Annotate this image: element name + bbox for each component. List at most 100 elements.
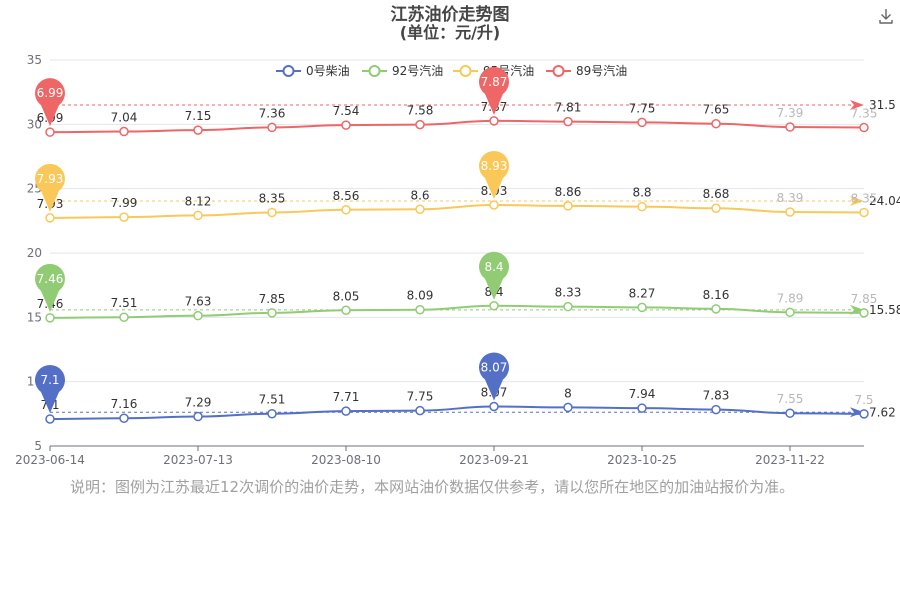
- series-path: [49, 119, 865, 134]
- data-point[interactable]: [193, 411, 203, 422]
- legend[interactable]: 0号柴油 92号汽油 95号汽油 89号汽油: [276, 63, 627, 78]
- data-point[interactable]: [711, 404, 721, 415]
- max-marker-pin: 7.87: [478, 66, 510, 115]
- data-point[interactable]: [859, 122, 869, 133]
- marker-pin-label: 8.07: [481, 360, 508, 374]
- legend-item[interactable]: 0号柴油: [276, 64, 350, 78]
- data-point[interactable]: [193, 210, 203, 221]
- data-point[interactable]: [267, 207, 277, 218]
- data-point[interactable]: [563, 402, 573, 413]
- y-tick-label: 35: [27, 53, 42, 67]
- legend-label: 89号汽油: [576, 63, 627, 78]
- x-tick-label: 2023-06-14: [15, 453, 85, 467]
- data-point[interactable]: [489, 116, 499, 126]
- marker-pin-shape: [479, 251, 510, 300]
- y-tick-label: 15: [27, 310, 42, 324]
- x-tick-label: 2023-10-25: [607, 453, 677, 467]
- data-point[interactable]: [415, 405, 425, 416]
- data-point[interactable]: [193, 310, 203, 321]
- data-label: 8.39: [777, 191, 804, 205]
- series-line: 7.62 7.1 7.16 7.29 7.51 7.71 7.75 8.07 8 7.94 7.83…: [35, 352, 896, 424]
- legend-marker: [282, 65, 295, 77]
- data-point[interactable]: [341, 406, 351, 416]
- data-label: 7.58: [407, 104, 434, 118]
- x-tick-label: 2023-08-10: [311, 453, 381, 467]
- data-point[interactable]: [859, 308, 869, 318]
- marker-pin-shape: [478, 66, 510, 115]
- data-label: 7.94: [629, 387, 656, 401]
- data-label: 7.39: [777, 106, 804, 120]
- marker-pin-label: 7.46: [37, 272, 64, 286]
- data-point[interactable]: [341, 205, 351, 215]
- series-line: 15.58 7.46 7.51 7.63 7.85 8.05 8.09 8.4 8.33 8.27…: [35, 251, 900, 323]
- legend-item[interactable]: 89号汽油: [546, 63, 627, 78]
- data-point[interactable]: [341, 120, 351, 130]
- x-tick-label: 2023-07-13: [163, 453, 233, 467]
- data-point[interactable]: [267, 122, 277, 133]
- y-tick-label: 30: [27, 117, 42, 131]
- y-tick-label: 5: [34, 439, 42, 453]
- data-point[interactable]: [193, 125, 203, 135]
- data-label: 7.85: [851, 292, 878, 306]
- series-area: 7.62 7.1 7.16 7.29 7.51 7.71 7.75 8.07 8 7.94 7.83…: [35, 66, 900, 424]
- data-point[interactable]: [563, 201, 573, 211]
- marker-pin-label: 6.99: [37, 86, 64, 100]
- data-point[interactable]: [637, 302, 647, 313]
- data-point[interactable]: [119, 212, 129, 222]
- data-point[interactable]: [119, 126, 129, 137]
- marker-pin-label: 7.93: [37, 172, 64, 186]
- data-point[interactable]: [785, 307, 795, 318]
- marker-pin-label: 8.93: [481, 159, 508, 173]
- data-point[interactable]: [415, 304, 425, 315]
- data-point[interactable]: [637, 117, 647, 128]
- data-point[interactable]: [637, 201, 647, 212]
- data-label: 8.09: [407, 289, 434, 303]
- data-point[interactable]: [785, 207, 795, 217]
- data-point[interactable]: [267, 408, 277, 419]
- data-point[interactable]: [489, 200, 499, 210]
- data-label: 8.12: [185, 194, 212, 208]
- legend-item[interactable]: 92号汽油: [362, 63, 443, 78]
- x-tick-label: 2023-09-21: [459, 453, 529, 467]
- marker-pin-shape: [35, 263, 65, 312]
- average-arrow: [850, 196, 864, 207]
- data-point[interactable]: [45, 414, 55, 424]
- data-point[interactable]: [563, 301, 573, 312]
- data-point[interactable]: [45, 313, 55, 323]
- data-point[interactable]: [711, 118, 721, 129]
- data-point[interactable]: [711, 203, 721, 213]
- marker-pin-label: 7.1: [40, 373, 59, 387]
- min-marker-pin: 7.1: [35, 364, 65, 413]
- max-marker-pin: 8.07: [479, 352, 510, 401]
- min-marker-pin: 7.93: [35, 163, 65, 212]
- series-path: [49, 405, 865, 420]
- data-label: 7.65: [703, 103, 730, 117]
- data-point[interactable]: [119, 312, 129, 322]
- data-point[interactable]: [415, 204, 425, 215]
- data-point[interactable]: [415, 119, 425, 130]
- data-point[interactable]: [859, 207, 869, 218]
- data-point[interactable]: [267, 308, 277, 318]
- series-line: 31.5 6.99 7.04 7.15 7.36 7.54 7.58 7.87 7.81 7.75…: [35, 66, 896, 137]
- data-point[interactable]: [45, 127, 55, 137]
- data-point[interactable]: [785, 122, 795, 132]
- data-point[interactable]: [711, 304, 721, 314]
- data-point[interactable]: [45, 213, 55, 223]
- y-tick-label: 20: [27, 246, 42, 260]
- data-label: 8.86: [555, 185, 582, 199]
- data-point[interactable]: [489, 401, 499, 412]
- data-point[interactable]: [489, 301, 499, 311]
- data-point[interactable]: [563, 116, 573, 127]
- legend-marker: [459, 65, 472, 77]
- marker-pin-shape: [479, 151, 510, 200]
- data-point[interactable]: [341, 305, 351, 316]
- data-point[interactable]: [785, 408, 795, 418]
- data-point[interactable]: [119, 413, 129, 423]
- data-point[interactable]: [859, 409, 869, 419]
- data-point[interactable]: [637, 403, 647, 413]
- data-label: 8.35: [851, 191, 878, 205]
- min-marker-pin: 7.46: [35, 263, 65, 312]
- legend-marker: [552, 65, 565, 77]
- download-icon[interactable]: [879, 9, 893, 24]
